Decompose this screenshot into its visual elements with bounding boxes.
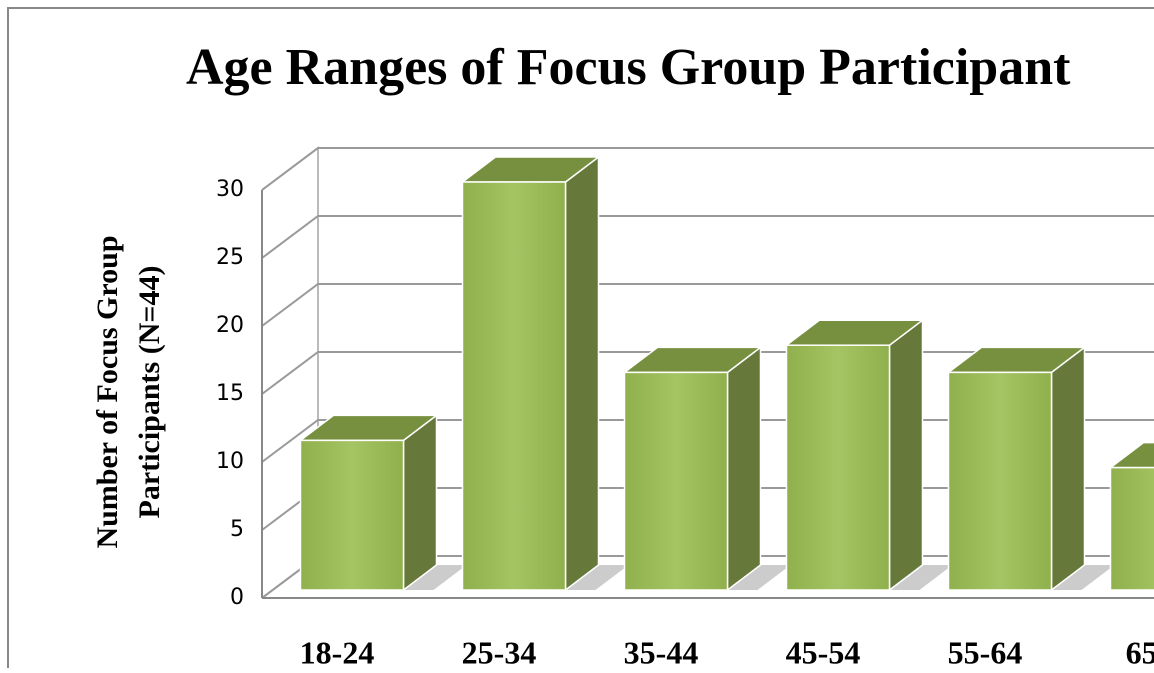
- bar-shadow: [403, 565, 467, 590]
- x-tick-label: 25-34: [462, 634, 537, 670]
- x-tick-label: 55-64: [948, 634, 1023, 670]
- chart-border: [7, 7, 1154, 668]
- bar-side: [564, 155, 600, 592]
- y-tick-label: 20: [216, 313, 244, 338]
- x-tick-label: 35-44: [624, 634, 699, 670]
- bar: [785, 344, 891, 591]
- bar-shadow: [889, 565, 953, 590]
- x-tick-label: 45-54: [786, 634, 861, 670]
- bar: [947, 371, 1053, 591]
- bar-side: [1050, 345, 1086, 592]
- bar-side: [402, 413, 438, 592]
- bar: [1109, 466, 1154, 591]
- y-tick-label: 30: [216, 177, 244, 202]
- bar-shadow: [565, 565, 629, 590]
- bar-shadow: [727, 565, 791, 590]
- y-tick-label: 15: [216, 381, 244, 406]
- bar: [299, 439, 405, 591]
- bar: [461, 181, 567, 591]
- bar-side: [888, 318, 924, 592]
- bar-shadow: [1051, 565, 1115, 590]
- bar: [623, 371, 729, 591]
- bar-side: [726, 345, 762, 592]
- grid-line: [261, 215, 1154, 259]
- y-tick-label: 0: [230, 585, 244, 610]
- y-tick-label: 10: [216, 449, 244, 474]
- x-tick-label: 65-: [1126, 634, 1154, 670]
- y-axis-title-line: Number of Focus Group: [91, 235, 124, 548]
- grid-line: [261, 147, 1154, 191]
- y-tick-label: 5: [230, 517, 244, 542]
- y-axis-title-line: Participants (N=44): [133, 266, 166, 519]
- x-tick-label: 18-24: [300, 634, 375, 670]
- grid-line: [261, 283, 1154, 327]
- y-axis-title: Number of Focus Group Participants (N=44…: [91, 235, 166, 548]
- bar-top: [1108, 441, 1154, 469]
- chart-title: Age Ranges of Focus Group Participant: [186, 39, 1071, 96]
- y-tick-label: 25: [216, 245, 244, 270]
